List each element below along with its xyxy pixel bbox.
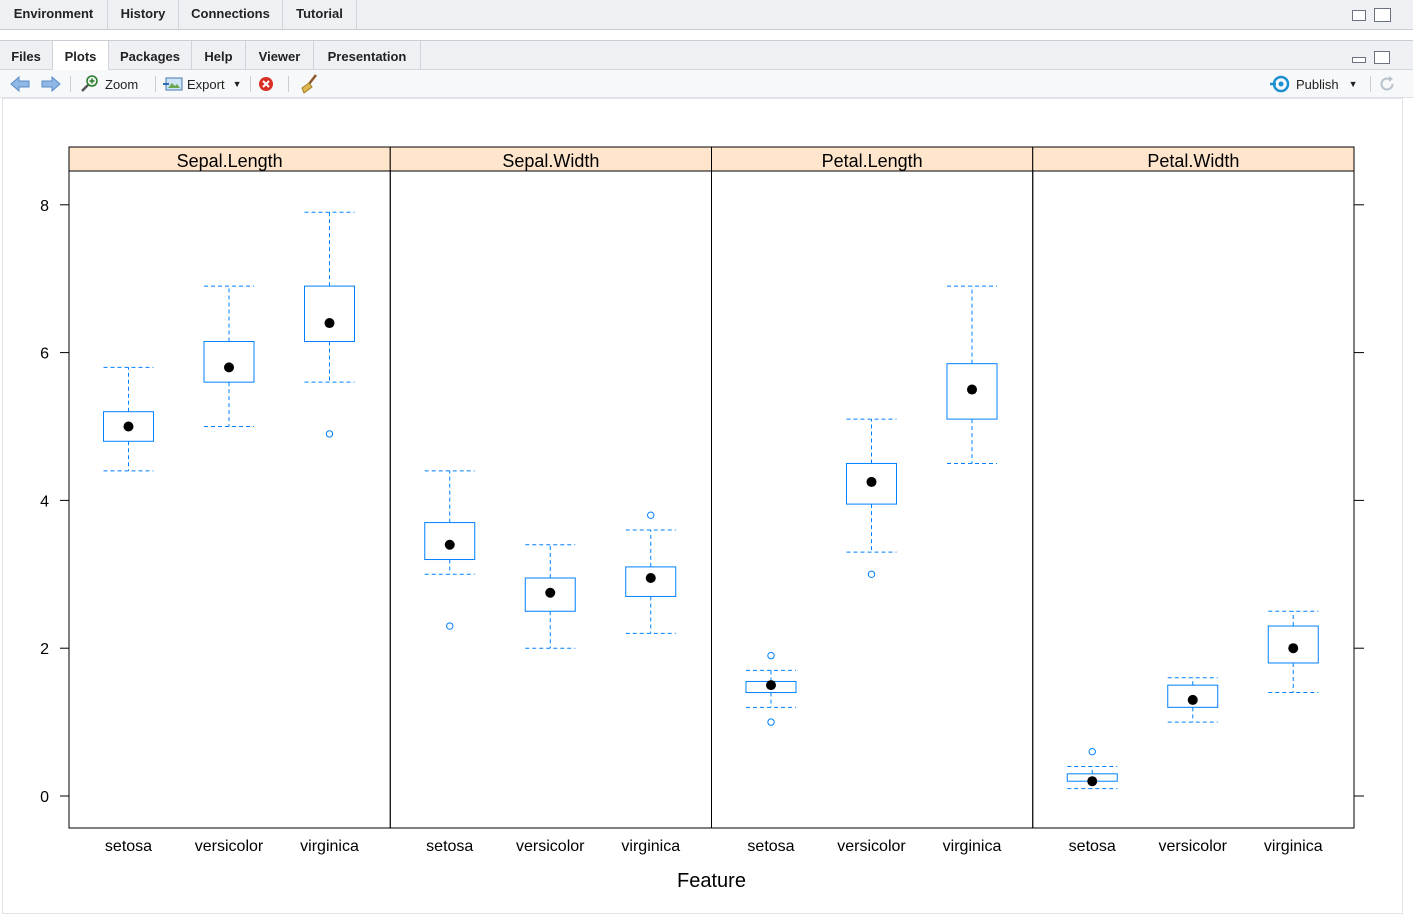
export-button[interactable]: Export ▼ [162, 70, 242, 98]
strip-label: Petal.Length [822, 151, 923, 171]
outlier-sepal-width-virginica-0 [647, 511, 655, 519]
y-tick-label: 0 [40, 789, 49, 806]
median-dot-sepal-width-virginica [645, 572, 656, 583]
box-sepal-length-virginica [304, 285, 355, 343]
chevron-down-icon: ▼ [232, 79, 242, 89]
publish-label: Publish [1296, 76, 1339, 92]
y-tick-label: 6 [40, 346, 49, 363]
tab-help[interactable]: Help [192, 41, 246, 70]
tab-history[interactable]: History [108, 0, 179, 30]
tab-viewer[interactable]: Viewer [246, 41, 314, 70]
publish-chevron-down-icon: ▼ [1348, 79, 1358, 89]
forward-arrow-icon[interactable] [41, 70, 61, 98]
remove-plot-button[interactable] [258, 70, 274, 98]
outlier-petal-length-versicolor-0 [867, 570, 876, 578]
zoom-icon [81, 75, 98, 92]
x-axis-label: Feature [677, 870, 746, 892]
tab-packages[interactable]: Packages [109, 41, 192, 70]
x-tick-label: virginica [621, 838, 680, 855]
pane-tab-bar: Files Plots Packages Help Viewer Present… [0, 40, 1413, 70]
median-dot-sepal-width-setosa [444, 539, 455, 550]
median-dot-sepal-width-versicolor [545, 587, 556, 598]
median-dot-petal-width-setosa [1087, 776, 1098, 787]
strip-petal-width [1032, 146, 1355, 172]
restore-pane-icon[interactable] [1352, 10, 1366, 21]
x-tick-label: setosa [426, 838, 473, 855]
x-tick-label: virginica [943, 838, 1002, 855]
zoom-label: Zoom [105, 76, 139, 92]
x-tick-label: setosa [1069, 838, 1116, 855]
median-dot-petal-width-versicolor [1187, 694, 1198, 705]
median-dot-sepal-length-virginica [324, 318, 335, 329]
tab-environment[interactable]: Environment [0, 0, 108, 30]
x-tick-label: versicolor [516, 838, 585, 855]
y-tick-label: 4 [40, 493, 49, 510]
panel-frame [389, 170, 712, 829]
median-dot-petal-length-virginica [967, 384, 977, 395]
boxplot-chart: Sepal.Length setosa versicolor virginica Sep… [40, 146, 1364, 892]
panel-frame [1032, 170, 1355, 829]
x-tick-label: versicolor [1159, 838, 1228, 855]
plots-toolbar: Zoom Export ▼ Publish ▼ [0, 70, 1413, 98]
refresh-icon[interactable] [1378, 70, 1396, 98]
remove-plot-icon [259, 77, 273, 91]
x-tick-label: virginica [300, 838, 359, 855]
median-dot-petal-length-setosa [766, 680, 776, 691]
outlier-petal-length-setosa-1 [767, 718, 775, 726]
export-image-icon [163, 77, 183, 91]
maximize-pane-icon-2[interactable] [1374, 51, 1390, 64]
strip-label: Petal.Width [1147, 151, 1239, 171]
x-tick-label: virginica [1264, 838, 1323, 855]
outlier-petal-width-setosa-0 [1088, 747, 1096, 756]
median-dot-petal-width-virginica [1288, 643, 1299, 654]
publish-button[interactable]: Publish ▼ [1270, 70, 1358, 98]
x-tick-label: setosa [747, 838, 794, 855]
median-dot-sepal-length-versicolor [224, 362, 234, 373]
maximize-pane-icon[interactable] [1374, 8, 1391, 22]
outlier-sepal-length-virginica-0 [325, 430, 334, 438]
y-tick-label: 2 [40, 641, 49, 658]
median-dot-petal-length-versicolor [866, 476, 877, 487]
export-label: Export [187, 76, 225, 92]
tab-files[interactable]: Files [0, 41, 53, 70]
top-tab-bar: Environment History Connections Tutorial [0, 0, 1413, 30]
y-tick-label: 8 [40, 198, 49, 215]
zoom-button[interactable]: Zoom [80, 70, 138, 98]
publish-icon [1270, 75, 1290, 93]
tab-plots[interactable]: Plots [53, 41, 109, 70]
outlier-petal-length-setosa-0 [767, 651, 775, 660]
tab-connections[interactable]: Connections [179, 0, 283, 30]
tab-presentation[interactable]: Presentation [314, 41, 421, 70]
back-arrow-icon[interactable] [10, 70, 30, 98]
x-tick-label: versicolor [195, 838, 264, 855]
plot-area [2, 98, 1403, 914]
box-sepal-length-versicolor [203, 341, 255, 383]
median-dot-sepal-length-setosa [123, 421, 134, 432]
minimize-pane-icon[interactable] [1352, 57, 1366, 63]
strip-label: Sepal.Length [177, 151, 283, 171]
panel-frame [68, 170, 391, 829]
x-tick-label: versicolor [837, 838, 906, 855]
clear-all-plots-button[interactable] [298, 70, 320, 98]
broom-icon [301, 74, 317, 94]
outlier-sepal-width-setosa-0 [446, 622, 454, 630]
box-sepal-width-versicolor [524, 577, 576, 612]
strip-label: Sepal.Width [502, 151, 599, 171]
tab-tutorial[interactable]: Tutorial [283, 0, 357, 30]
box-sepal-length-setosa [103, 411, 154, 442]
x-tick-label: setosa [105, 838, 152, 855]
